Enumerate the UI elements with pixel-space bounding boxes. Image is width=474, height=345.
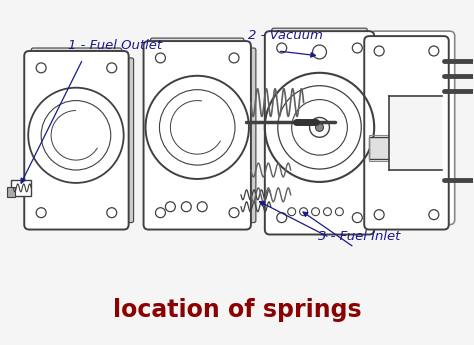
FancyBboxPatch shape <box>367 38 379 228</box>
FancyBboxPatch shape <box>272 28 367 40</box>
FancyBboxPatch shape <box>370 31 455 225</box>
FancyBboxPatch shape <box>24 51 128 229</box>
Bar <box>11 180 31 196</box>
Text: location of springs: location of springs <box>113 298 361 322</box>
FancyBboxPatch shape <box>31 48 122 60</box>
Bar <box>8 187 15 197</box>
FancyBboxPatch shape <box>144 41 251 229</box>
Text: 3 - Fuel Inlet: 3 - Fuel Inlet <box>318 229 400 243</box>
FancyBboxPatch shape <box>265 31 374 235</box>
Text: 1 - Fuel Outlet: 1 - Fuel Outlet <box>68 39 162 52</box>
Bar <box>369 135 419 161</box>
Circle shape <box>316 124 323 131</box>
Bar <box>389 96 442 170</box>
FancyBboxPatch shape <box>244 48 256 223</box>
FancyBboxPatch shape <box>364 36 449 229</box>
FancyBboxPatch shape <box>122 58 134 223</box>
Bar <box>369 137 419 159</box>
FancyBboxPatch shape <box>151 38 244 50</box>
Text: 2 - Vacuum: 2 - Vacuum <box>248 29 323 42</box>
